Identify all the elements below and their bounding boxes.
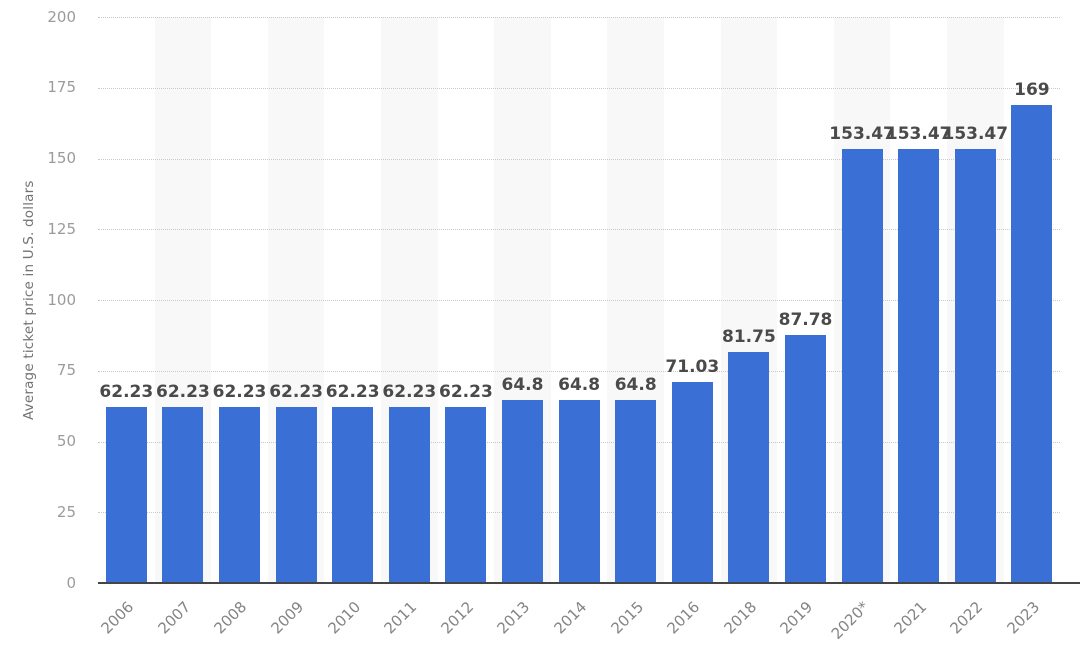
bar-value-label-2019: 87.78: [778, 309, 833, 330]
x-tick-2010: 2010: [323, 597, 364, 638]
bar-value-label-2013: 64.8: [501, 374, 544, 395]
bar-2006[interactable]: [105, 406, 147, 583]
x-tick-2009: 2009: [267, 597, 308, 638]
bar-2016[interactable]: [671, 381, 713, 583]
bar-2011[interactable]: [388, 406, 430, 583]
bar-2012[interactable]: [445, 406, 487, 583]
gridline-200: [98, 17, 1061, 18]
bar-value-label-2018: 81.75: [722, 326, 776, 347]
y-tick-0: 0: [66, 573, 76, 592]
bar-2022[interactable]: [954, 148, 996, 583]
x-tick-2013: 2013: [493, 597, 534, 638]
gridline-75: [98, 370, 1061, 372]
y-tick-125: 125: [47, 219, 76, 238]
bar-2010[interactable]: [332, 406, 374, 583]
bar-value-label-2015: 64.8: [614, 374, 657, 395]
bar-2014[interactable]: [558, 399, 600, 583]
x-tick-2022: 2022: [946, 597, 987, 638]
bar-2023[interactable]: [1011, 104, 1053, 583]
x-tick-2019: 2019: [776, 597, 817, 638]
y-tick-25: 25: [56, 502, 76, 521]
bar-value-label-2021: 153.47: [885, 123, 952, 144]
bar-2019[interactable]: [785, 334, 826, 583]
y-tick-50: 50: [56, 432, 76, 450]
x-tick-2015: 2015: [606, 597, 647, 638]
x-tick-2011: 2011: [380, 597, 421, 638]
bar-value-label-2016: 71.03: [665, 356, 720, 377]
gridline-175: [98, 87, 1061, 89]
x-tick-2018: 2018: [720, 597, 760, 638]
y-tick-175: 175: [47, 78, 76, 97]
gridline-125: [98, 229, 1061, 231]
gridline-100: [98, 300, 1061, 301]
x-tick-2006: 2006: [97, 597, 138, 638]
bar-value-label-2007: 62.23: [156, 381, 210, 402]
bar-2009[interactable]: [275, 406, 317, 583]
bar-value-label-2012: 62.23: [439, 381, 493, 402]
bar-2021[interactable]: [898, 148, 940, 583]
bar-2008[interactable]: [219, 406, 260, 583]
x-tick-2007: 2007: [154, 597, 194, 638]
y-tick-150: 150: [47, 149, 76, 167]
x-tick-2020*: 2020*: [828, 597, 874, 643]
bar-value-label-2006: 62.23: [99, 381, 154, 402]
bar-value-label-2011: 62.23: [382, 381, 437, 402]
bar-2015[interactable]: [615, 399, 657, 583]
bar-2007[interactable]: [162, 406, 204, 583]
x-tick-2014: 2014: [550, 597, 591, 638]
bar-2020*[interactable]: [841, 148, 883, 583]
x-tick-2012: 2012: [437, 597, 477, 638]
x-tick-2016: 2016: [663, 597, 704, 638]
y-tick-100: 100: [47, 290, 76, 309]
bar-value-label-2014: 64.8: [558, 374, 601, 395]
bar-value-label-2009: 62.23: [269, 381, 323, 402]
y-tick-200: 200: [47, 7, 76, 26]
bar-2013[interactable]: [502, 399, 543, 583]
bar-value-label-2010: 62.23: [325, 381, 380, 402]
bar-value-label-2020*: 153.47: [829, 123, 895, 144]
bar-value-label-2008: 62.23: [212, 381, 267, 402]
bar-2018[interactable]: [728, 351, 770, 583]
bar-value-label-2022: 153.47: [942, 123, 1009, 144]
x-tick-2021: 2021: [889, 597, 930, 638]
gridline-150: [98, 158, 1061, 160]
x-tick-2008: 2008: [210, 597, 251, 638]
bar-value-label-2023: 169: [1014, 79, 1050, 100]
x-tick-2023: 2023: [1003, 597, 1043, 638]
y-tick-75: 75: [56, 361, 76, 380]
x-axis-line: [98, 582, 1080, 584]
